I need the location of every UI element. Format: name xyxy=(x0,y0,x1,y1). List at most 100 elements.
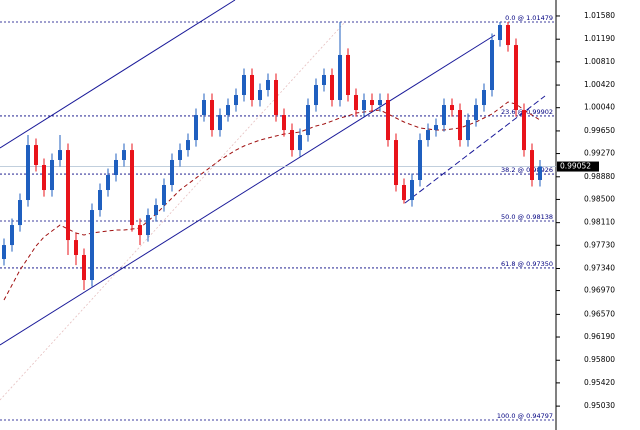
candle-body xyxy=(242,74,246,96)
candle-body xyxy=(50,159,54,191)
candle-body xyxy=(266,79,270,91)
y-tick-label: 1.01190 xyxy=(584,34,615,43)
candle-body xyxy=(442,105,446,126)
candle-body xyxy=(114,159,118,176)
y-tick-label: 0.99650 xyxy=(584,126,615,135)
candle-body xyxy=(282,115,286,131)
candle-body xyxy=(458,110,462,141)
fib-label: 50.0 @ 0.98138 xyxy=(501,213,553,221)
candle-body xyxy=(370,100,374,106)
candle-body xyxy=(434,125,438,131)
candle-body xyxy=(298,135,302,151)
candle-body xyxy=(218,115,222,131)
y-tick-label: 0.96570 xyxy=(584,309,615,318)
y-tick-label: 0.98110 xyxy=(584,218,615,227)
candle-body xyxy=(210,100,214,131)
y-tick-label: 1.00810 xyxy=(584,57,615,66)
candle-body xyxy=(386,100,390,141)
candle-body xyxy=(42,164,46,191)
channel-lower xyxy=(0,34,496,346)
candle-body xyxy=(498,25,502,41)
candle-body xyxy=(74,240,78,255)
candle-body xyxy=(274,79,278,116)
candle-body xyxy=(194,115,198,141)
y-tick-label: 0.96190 xyxy=(584,332,615,341)
candle-body xyxy=(466,120,470,141)
candle-body xyxy=(154,205,158,216)
fib-label: 38.2 @ 0.98926 xyxy=(501,166,553,174)
candle-body xyxy=(202,100,206,116)
candle-body xyxy=(18,200,22,226)
candle-body xyxy=(138,225,142,236)
candle-body xyxy=(162,185,166,206)
guide-line xyxy=(0,21,346,401)
y-tick-label: 0.95800 xyxy=(584,355,615,364)
candle-body xyxy=(130,150,134,226)
channel-upper xyxy=(0,0,236,149)
candle-body xyxy=(426,130,430,141)
y-tick-label: 0.96970 xyxy=(584,286,615,295)
candle-body xyxy=(186,140,190,151)
candle-body xyxy=(258,90,262,101)
candle-body xyxy=(226,105,230,116)
candle-body xyxy=(58,150,62,160)
candle-body xyxy=(474,105,478,121)
candle-body xyxy=(506,25,510,46)
candle-body xyxy=(98,190,102,211)
channel-dashed xyxy=(404,95,546,204)
y-tick-label: 0.97730 xyxy=(584,240,615,249)
candle-body xyxy=(10,225,14,246)
candle-body xyxy=(418,140,422,181)
candle-body xyxy=(2,245,6,259)
y-tick-label: 0.97340 xyxy=(584,264,615,273)
candle-body xyxy=(90,210,94,281)
candle-body xyxy=(290,130,294,151)
candle-body xyxy=(354,95,358,111)
candle-body xyxy=(362,100,366,111)
candle-body xyxy=(122,150,126,160)
y-tick-label: 1.00040 xyxy=(584,103,615,112)
candle-body xyxy=(522,110,526,151)
candle-body xyxy=(82,254,86,281)
y-tick-label: 0.95420 xyxy=(584,378,615,387)
y-tick-label: 1.00420 xyxy=(584,80,615,89)
candle-body xyxy=(306,105,310,136)
fib-label: 0.0 @ 1.01479 xyxy=(505,14,553,22)
candle-body xyxy=(234,95,238,106)
y-tick-label: 0.98880 xyxy=(584,172,615,181)
fib-label: 100.0 @ 0.94797 xyxy=(497,412,553,420)
candle-body xyxy=(330,74,334,101)
y-tick-label: 0.95030 xyxy=(584,401,615,410)
moving-average xyxy=(3,101,541,301)
candle-body xyxy=(178,150,182,160)
price-label: 0.99052 xyxy=(560,162,591,171)
price-box xyxy=(557,161,599,172)
candle-body xyxy=(450,105,454,111)
candle-body xyxy=(314,84,318,106)
candle-body xyxy=(170,159,174,186)
candle-body xyxy=(490,40,494,91)
candle-body xyxy=(66,150,70,241)
candle-body xyxy=(482,90,486,106)
candle-body xyxy=(338,54,342,101)
y-tick-label: 0.99270 xyxy=(584,149,615,158)
candle-body xyxy=(378,100,382,106)
candle-body xyxy=(410,180,414,201)
candle-body xyxy=(394,140,398,186)
fib-label: 61.8 @ 0.97350 xyxy=(501,260,553,268)
candle-body xyxy=(530,150,534,181)
plot: 1.01580 1.01190 1.00810 1.00420 1.00040 0.996… xyxy=(0,11,615,421)
candle-body xyxy=(106,175,110,191)
candle-body xyxy=(250,74,254,101)
candle-body xyxy=(402,185,406,201)
candle-body xyxy=(146,215,150,236)
y-tick-label: 1.01580 xyxy=(584,11,615,20)
candle-body xyxy=(538,166,542,181)
candle-body xyxy=(322,74,326,85)
candle-body xyxy=(26,145,30,201)
candle-body xyxy=(514,45,518,111)
candle-body xyxy=(346,54,350,96)
candle-body xyxy=(34,145,38,165)
y-tick-label: 0.98500 xyxy=(584,194,615,203)
